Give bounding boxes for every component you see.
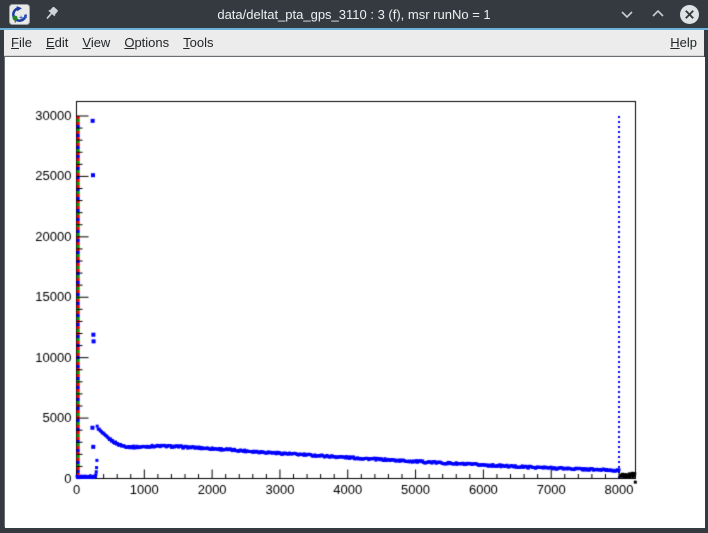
root-app-icon[interactable]: ++ xyxy=(8,3,30,25)
menu-edit[interactable]: Edit xyxy=(45,35,69,50)
menu-help[interactable]: Help xyxy=(670,35,697,50)
maximize-button[interactable] xyxy=(647,3,669,25)
pin-icon[interactable] xyxy=(40,3,62,25)
window-accent-line xyxy=(0,28,708,30)
menu-file[interactable]: File xyxy=(11,35,32,50)
close-button[interactable] xyxy=(678,3,700,25)
svg-text:++: ++ xyxy=(19,13,27,21)
menu-options[interactable]: Options xyxy=(124,35,170,50)
minimize-button[interactable] xyxy=(616,3,638,25)
menu-bar: File Edit View Options Tools Help xyxy=(4,30,704,56)
title-bar[interactable]: data/deltat_pta_gps_3110 : 3 (f), msr ru… xyxy=(0,0,708,28)
plot-canvas[interactable] xyxy=(5,57,705,528)
menu-tools[interactable]: Tools xyxy=(183,35,214,50)
root-canvas[interactable]: data/deltat_pta_gps_3110 : 3 (f), msr ru… xyxy=(4,56,705,528)
menu-view[interactable]: View xyxy=(82,35,111,50)
window-title: data/deltat_pta_gps_3110 : 3 (f), msr ru… xyxy=(217,6,491,22)
